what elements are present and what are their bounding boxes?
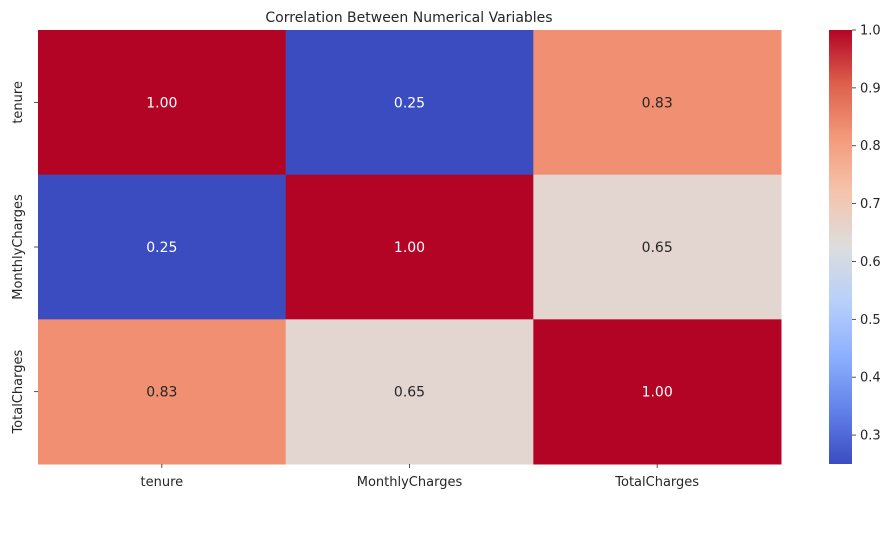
heatmap-cell-MonthlyCharges-MonthlyCharges (285, 174, 534, 320)
heatmap-cell-MonthlyCharges-tenure (38, 174, 287, 320)
heatmap-cell-tenure-TotalCharges (533, 30, 782, 176)
heatmap-cell-TotalCharges-tenure (38, 319, 287, 465)
heatmap-cell-TotalCharges-TotalCharges (533, 319, 782, 465)
colorbar-tick-label: 0.4 (860, 371, 881, 386)
heatmap-cell-TotalCharges-MonthlyCharges (285, 319, 534, 465)
x-tick-label: tenure (141, 475, 184, 490)
y-tick-label: MonthlyCharges (11, 194, 26, 300)
cell-value-label: 0.65 (394, 385, 425, 401)
colorbar-tick-label: 0.5 (860, 313, 881, 328)
colorbar-tick-label: 0.3 (860, 429, 881, 444)
colorbar-gradient (829, 30, 852, 464)
x-tick-label: TotalCharges (614, 475, 699, 490)
cell-value-label: 0.83 (642, 95, 673, 111)
cell-value-label: 0.25 (146, 240, 177, 256)
chart-title: Correlation Between Numerical Variables (265, 10, 552, 26)
colorbar: 0.3 0.4 0.5 0.6 0.7 0.8 0.9 1.0 (829, 24, 881, 464)
heatmap-cell-labels: 1.00 0.25 0.83 0.25 1.00 0.65 0.83 0.65 1.00 (146, 95, 673, 400)
y-tick-label: TotalCharges (11, 350, 26, 435)
cell-value-label: 0.83 (146, 385, 177, 401)
cell-value-label: 0.65 (642, 240, 673, 256)
cell-value-label: 1.00 (146, 95, 177, 111)
colorbar-tick-label: 1.0 (860, 24, 881, 39)
x-tick-label: MonthlyCharges (357, 475, 463, 490)
cell-value-label: 1.00 (642, 385, 673, 401)
y-axis-tick-labels: tenure MonthlyCharges TotalCharges (11, 81, 38, 435)
colorbar-tick-label: 0.8 (860, 139, 881, 154)
cell-value-label: 1.00 (394, 240, 425, 256)
colorbar-tick-label: 0.6 (860, 255, 881, 270)
colorbar-tick-label: 0.7 (860, 197, 881, 212)
colorbar-tick-label: 0.9 (860, 81, 881, 96)
x-axis-tick-labels: tenure MonthlyCharges TotalCharges (141, 464, 699, 490)
heatmap-cell-tenure-tenure (38, 30, 287, 176)
heatmap-cell-MonthlyCharges-TotalCharges (533, 174, 782, 320)
cell-value-label: 0.25 (394, 95, 425, 111)
y-tick-label: tenure (11, 81, 26, 124)
heatmap-cells (38, 30, 782, 465)
heatmap-cell-tenure-MonthlyCharges (285, 30, 534, 176)
